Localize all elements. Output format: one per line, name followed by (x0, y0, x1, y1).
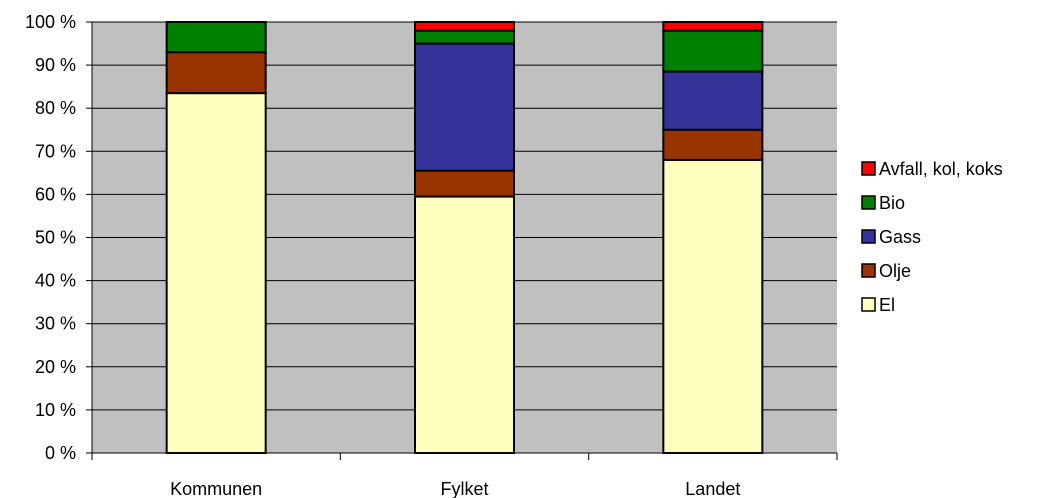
x-category-label: Kommunen (170, 479, 262, 498)
legend: Avfall, kol, koks Bio Gass Olje El (861, 159, 1003, 315)
bar-segment-bio (165, 21, 267, 54)
bar-segment-gass (414, 42, 515, 172)
y-tick-labels: 0 % 10 % 20 % 30 % 40 % 50 % 60 % 70 % 80 % 90 % 1… (25, 12, 76, 463)
y-tick-label: 100 % (25, 12, 76, 32)
legend-swatch-el (861, 297, 876, 312)
bar-segment-bio (662, 29, 764, 73)
y-tick-label: 10 % (35, 400, 76, 420)
bar-segment-olje (414, 169, 515, 198)
bar-segment-olje (165, 51, 267, 95)
legend-swatch-olje (861, 263, 876, 278)
legend-label: Olje (879, 261, 911, 281)
y-tick-label: 0 % (45, 443, 76, 463)
y-tick-label: 70 % (35, 141, 76, 161)
y-tick-label: 30 % (35, 314, 76, 334)
legend-label: Gass (879, 227, 921, 247)
legend-label: Bio (879, 193, 905, 213)
bar-segment-gass (662, 70, 764, 131)
y-tick-label: 50 % (35, 228, 76, 248)
x-category-labels: Kommunen Fylket Landet (170, 479, 740, 498)
x-category-label: Fylket (440, 479, 488, 498)
y-tick-label: 80 % (35, 98, 76, 118)
bar-segment-avfall-kol-koks (662, 21, 764, 32)
bar-segment-avfall-kol-koks (414, 21, 515, 32)
y-tick-label: 20 % (35, 357, 76, 377)
legend-label: El (879, 295, 895, 315)
bar-segment-bio (414, 29, 515, 45)
bar-segment-el (414, 195, 515, 454)
y-tick-label: 60 % (35, 184, 76, 204)
y-tick-label: 90 % (35, 55, 76, 75)
axes (91, 22, 838, 460)
bar-segment-olje (662, 128, 764, 161)
bar-segment-el (165, 92, 267, 455)
legend-swatch-avfall-kol-koks (861, 161, 876, 176)
legend-swatch-gass (861, 229, 876, 244)
bars (165, 21, 764, 455)
x-category-label: Landet (685, 479, 740, 498)
bar-segment-el (662, 158, 764, 454)
y-tick-label: 40 % (35, 271, 76, 291)
legend-swatch-bio (861, 195, 876, 210)
legend-label: Avfall, kol, koks (879, 159, 1003, 179)
